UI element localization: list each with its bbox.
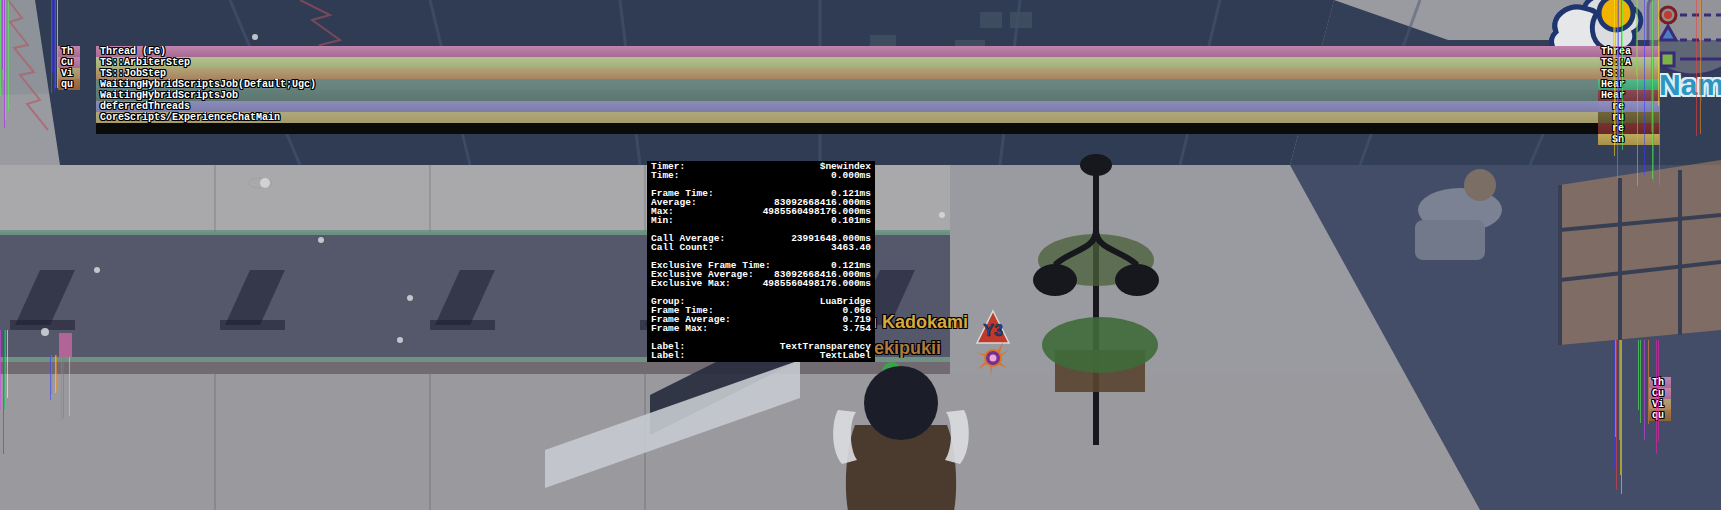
svg-text:Y3: Y3 (983, 322, 1003, 339)
